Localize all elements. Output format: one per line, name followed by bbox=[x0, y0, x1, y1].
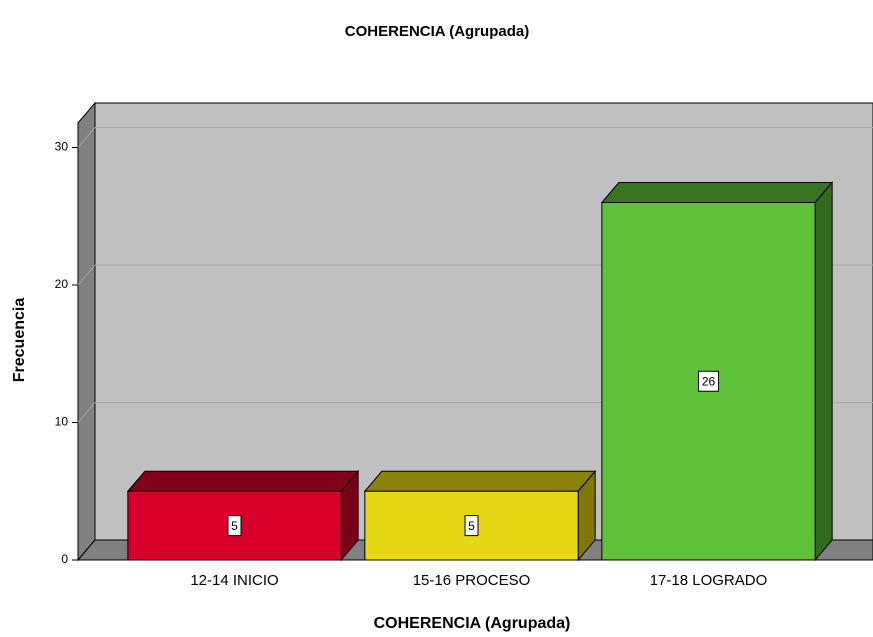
y-tick-label: 30 bbox=[55, 140, 69, 154]
bar-top bbox=[126, 470, 360, 492]
y-tick-label: 20 bbox=[55, 277, 69, 291]
grid-line bbox=[77, 264, 96, 286]
bar-top bbox=[363, 470, 597, 492]
x-axis-label: COHERENCIA (Agrupada) bbox=[374, 615, 571, 632]
data-label: 26 bbox=[702, 374, 716, 388]
y-tick-label: 10 bbox=[55, 415, 69, 429]
x-tick-label: 17-18 LOGRADO bbox=[650, 572, 768, 589]
data-label: 5 bbox=[468, 519, 475, 533]
y-tick-label: 0 bbox=[61, 552, 68, 566]
grid-line bbox=[77, 127, 96, 148]
data-label: 5 bbox=[231, 519, 238, 533]
bar-top bbox=[600, 182, 834, 203]
grid-line bbox=[77, 402, 96, 423]
data-label-box bbox=[698, 370, 719, 392]
left-wall bbox=[77, 101, 96, 562]
data-label-box bbox=[464, 515, 479, 537]
y-axis-label: Frecuencia bbox=[11, 298, 28, 383]
bar-side bbox=[814, 181, 833, 562]
x-tick-label: 12-14 INICIO bbox=[190, 572, 278, 589]
data-label-box bbox=[227, 515, 242, 537]
bars: 5 5 26 bbox=[126, 181, 834, 562]
x-tick-label: 15-16 PROCESO bbox=[413, 572, 531, 589]
chart-title: COHERENCIA (Agrupada) bbox=[345, 23, 529, 40]
